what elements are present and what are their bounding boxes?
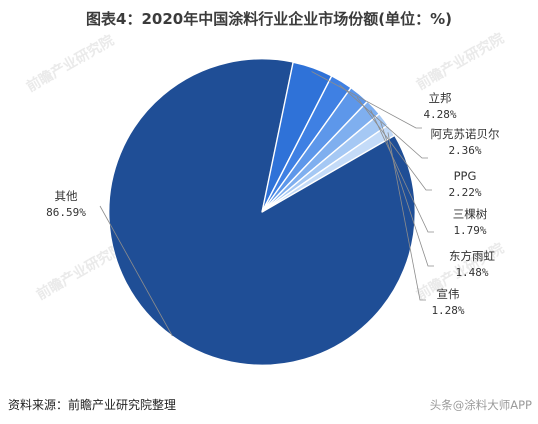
leader-line [387,132,426,301]
watermark-text: 前瞻产业研究院 [34,240,127,304]
slice-value-label: 86.59% [46,206,86,219]
watermark-text: 前瞻产业研究院 [414,30,507,94]
slice-labels: 其他 86.59% 立邦 4.28% 阿克苏诺贝尔 2.36% PPG 2.22% 三棵树 1.7… [46,91,499,317]
slice-value-label: 2.22% [448,186,481,199]
leader-line [380,121,434,267]
slice-name-label: 立邦 [429,91,452,105]
pie-slices [108,58,416,366]
chart-title: 图表4：2020年中国涂料行业企业市场份额(单位：%) [86,10,452,28]
slice-name-label: 阿克苏诺贝尔 [431,127,500,141]
slice-value-label: 4.28% [423,108,456,121]
slice-value-label: 2.36% [448,144,481,157]
slice-name-label: 其他 [55,189,78,203]
slice-name-label: 三棵树 [453,207,488,221]
slice-name-label: 宣伟 [437,287,460,301]
footer-watermark: 头条@涂料大师APP [430,398,532,412]
leader-line [339,84,428,159]
leader-line [99,205,173,337]
slice-value-label: 1.28% [431,304,464,317]
slice-value-label: 1.48% [455,266,488,279]
source-note: 资料来源：前瞻产业研究院整理 [8,397,176,412]
slice-name-label: 东方雨虹 [449,249,495,263]
slice-name-label: PPG [454,169,477,183]
leader-line [356,96,432,191]
leader-lines [99,71,434,337]
watermark-text: 前瞻产业研究院 [24,32,117,96]
slice-value-label: 1.79% [453,224,486,237]
